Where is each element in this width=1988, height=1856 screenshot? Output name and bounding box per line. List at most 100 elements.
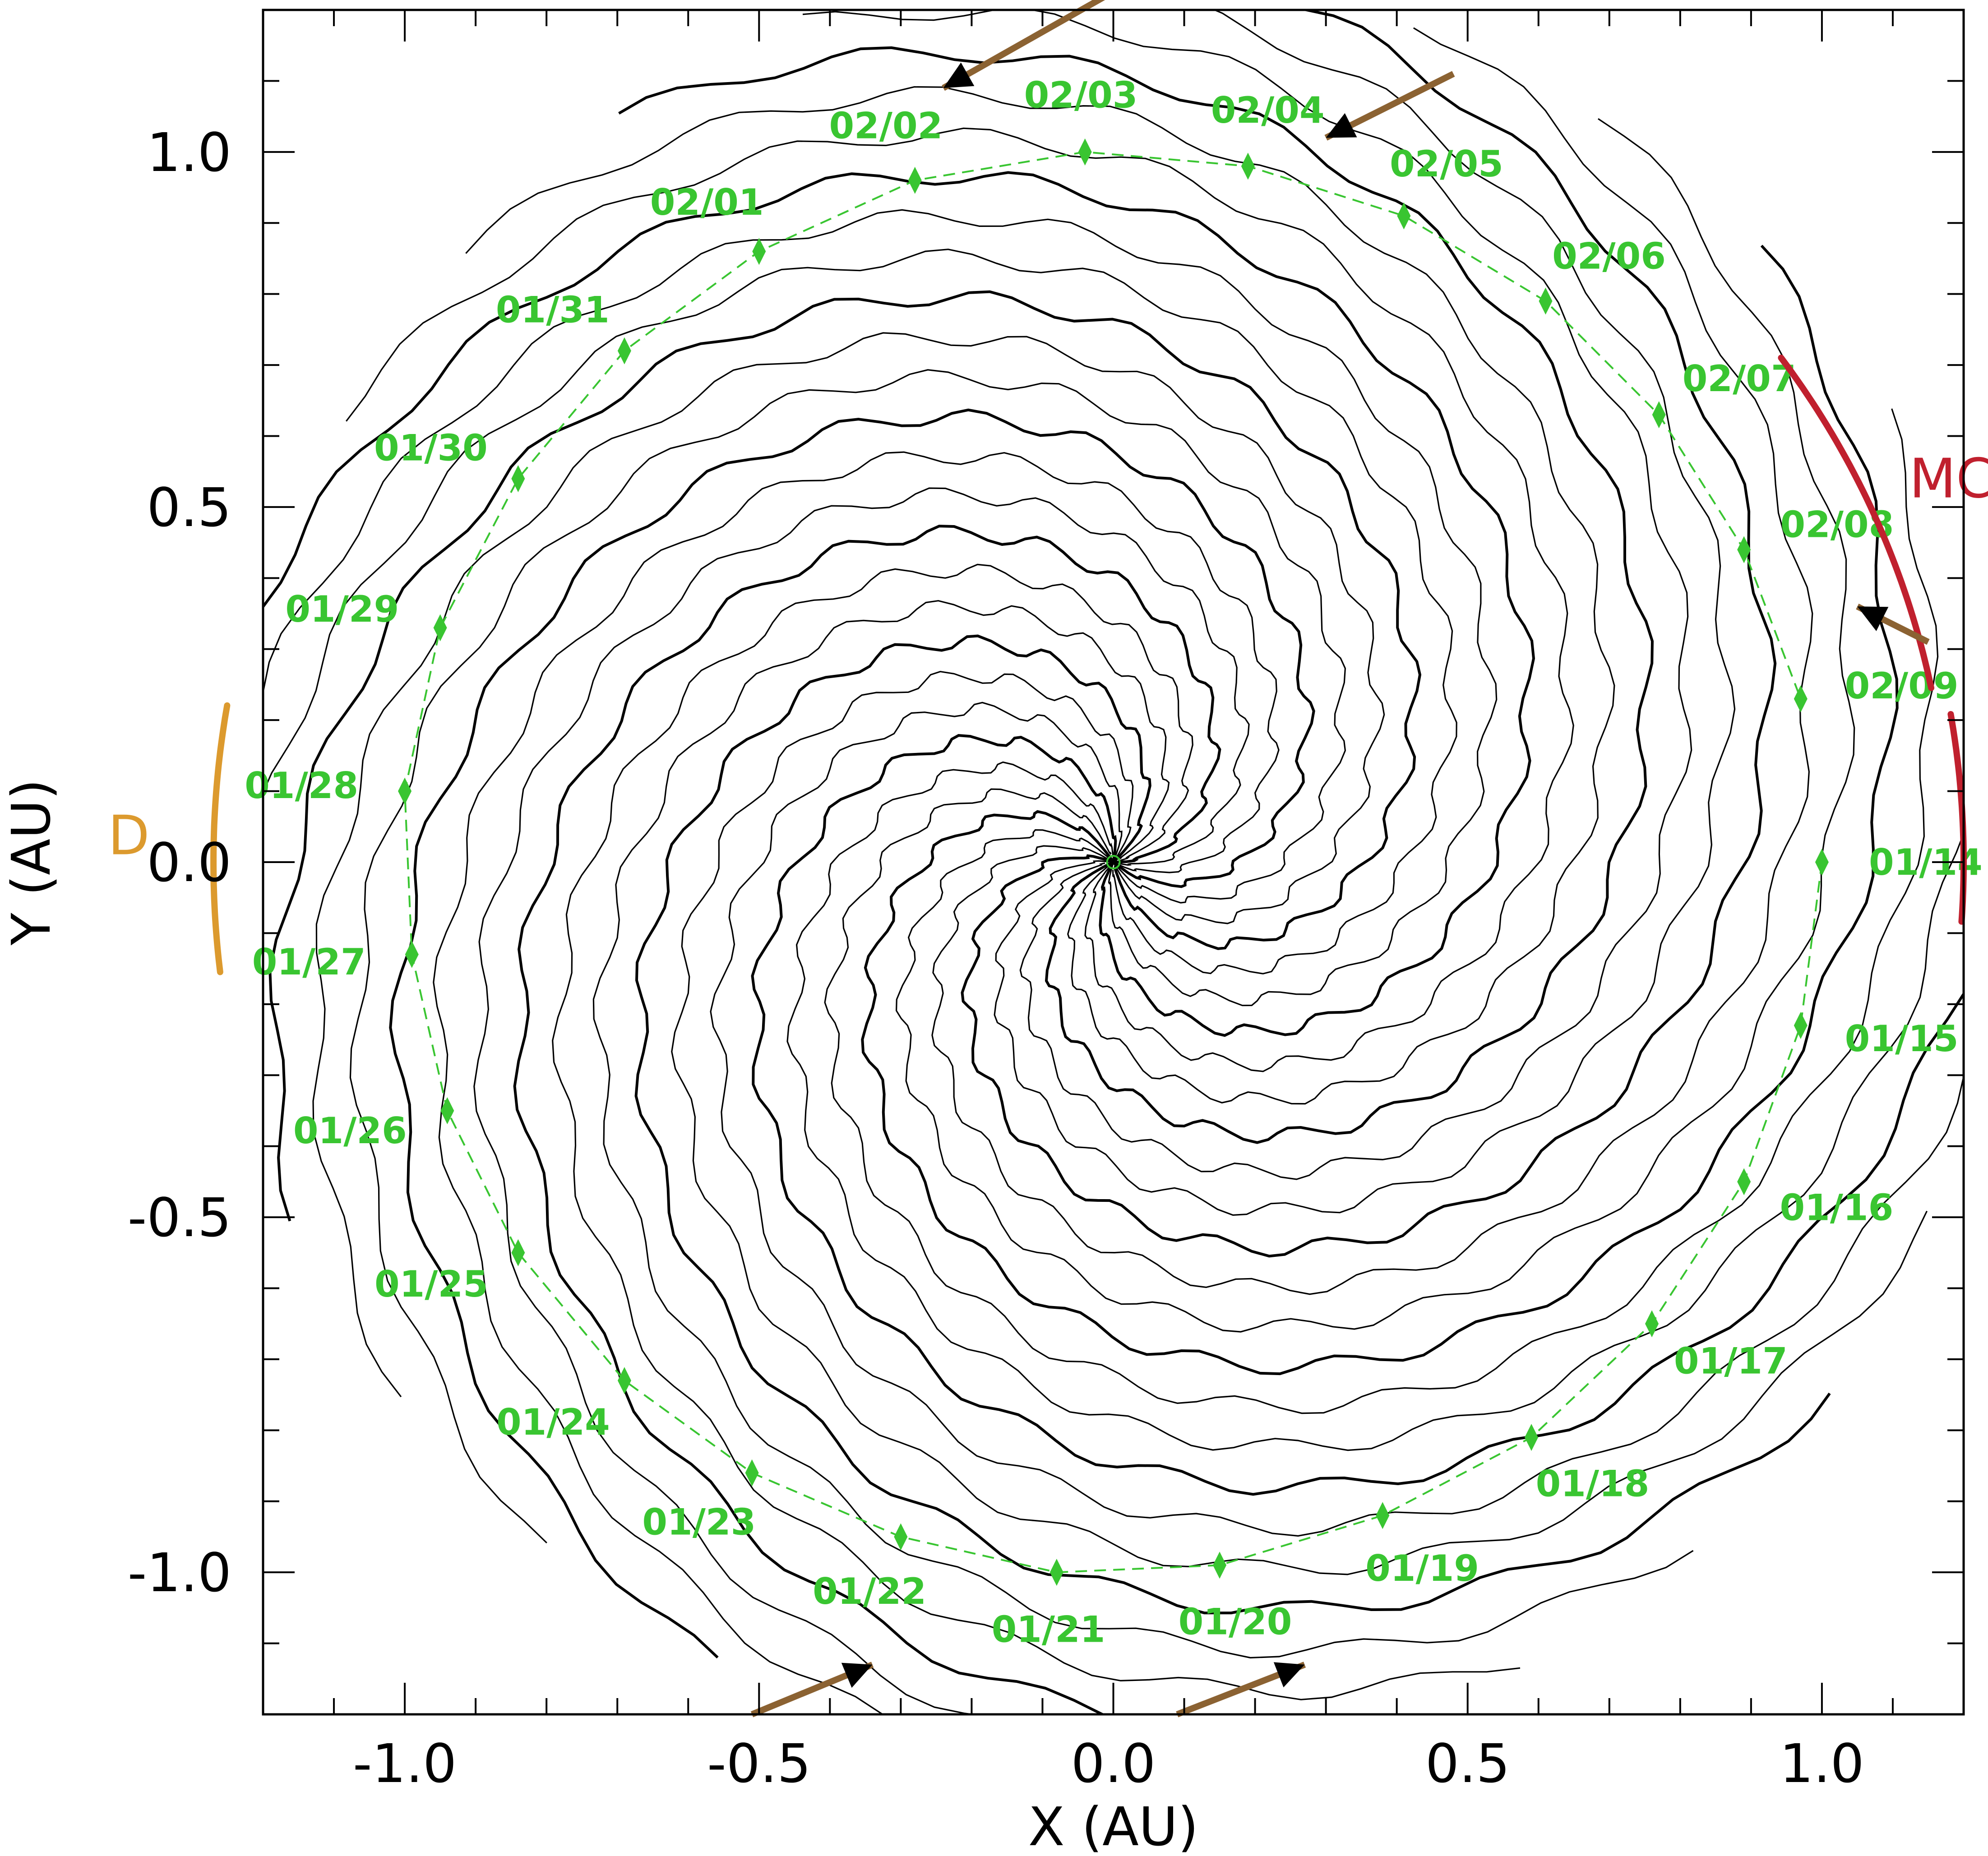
flow-arrow-head <box>1857 606 1889 631</box>
date-label: 01/16 <box>1780 1187 1893 1229</box>
y-tick-label: -1.0 <box>128 1542 231 1604</box>
y-tick-label: 0.0 <box>147 831 231 894</box>
date-label: 02/02 <box>829 105 943 147</box>
date-label: 02/09 <box>1845 665 1959 707</box>
field-line-22 <box>268 290 1422 1222</box>
trajectory-marker <box>1645 1310 1659 1338</box>
date-label: 02/03 <box>1024 74 1138 116</box>
field-line-16 <box>618 46 1654 1144</box>
trajectory-marker <box>405 941 419 968</box>
region-arc <box>1778 355 1935 691</box>
trajectory-marker <box>398 777 412 805</box>
x-tick-label: -1.0 <box>353 1732 457 1795</box>
trajectory-marker <box>1078 138 1092 166</box>
date-label: 01/24 <box>496 1401 610 1443</box>
spiral-field-lines <box>263 10 1964 1714</box>
flow-arrow-head <box>1273 1662 1305 1688</box>
region-arcs: MC D <box>108 355 1988 975</box>
trajectory-marker <box>1539 287 1553 315</box>
flow-arrow-head <box>1326 113 1357 138</box>
field-line-25 <box>389 408 1315 1659</box>
trajectory-marker <box>1794 685 1808 712</box>
date-label: 02/04 <box>1211 89 1325 131</box>
flow-arrow-head <box>943 62 975 88</box>
field-line-19 <box>263 171 1535 1037</box>
trajectory-marker <box>1815 849 1829 876</box>
field-line-23 <box>312 332 1385 1398</box>
sun-marker <box>1106 855 1121 869</box>
field-line-7 <box>751 734 1964 1496</box>
field-line-3 <box>592 600 1694 1659</box>
trajectory-marker <box>1397 202 1411 230</box>
date-label: 01/29 <box>285 588 399 630</box>
date-label: 01/15 <box>1845 1018 1959 1060</box>
field-line-9 <box>824 408 1939 1414</box>
field-line-8 <box>786 687 1964 1451</box>
trajectory-marker <box>752 238 766 265</box>
x-axis-title: X (AU) <box>1028 1796 1199 1856</box>
field-line-5 <box>671 670 1928 1575</box>
trajectory-marker <box>1737 536 1751 563</box>
date-label: 01/27 <box>252 941 366 983</box>
field-line-15 <box>802 10 1692 1180</box>
trajectory-marker <box>1376 1502 1390 1529</box>
x-tick-label: 0.0 <box>1071 1732 1156 1795</box>
trajectory-marker <box>1794 1012 1808 1039</box>
field-line-21 <box>263 249 1457 974</box>
flow-arrows <box>750 0 1930 1717</box>
field-line-17 <box>465 86 1615 1105</box>
trajectory-marker <box>511 1239 525 1266</box>
region-label: MC <box>1909 448 1988 510</box>
date-label: 01/18 <box>1536 1463 1650 1505</box>
trajectory-marker <box>440 1097 454 1124</box>
date-label: 01/23 <box>642 1501 756 1543</box>
field-line-20 <box>263 209 1498 1006</box>
field-line-26 <box>433 451 1280 1714</box>
field-line-24 <box>349 369 1346 1544</box>
trajectory-marker <box>1652 401 1666 429</box>
axis-ticks: -1.0 -0.5 0.0 0.5 1.0 -1.0 -0.5 0.0 0.5 1.0 <box>128 10 1964 1795</box>
date-label: 01/20 <box>1179 1601 1292 1643</box>
date-label: 01/21 <box>992 1608 1105 1650</box>
trajectory-marker <box>617 1367 631 1394</box>
date-label: 01/25 <box>374 1263 488 1305</box>
trajectory-marker <box>511 465 525 492</box>
trajectory-marker <box>1049 1559 1063 1586</box>
trajectory-marker <box>894 1523 908 1551</box>
x-tick-label: -0.5 <box>707 1732 811 1795</box>
field-line-27 <box>473 487 1250 1714</box>
field-line-13 <box>961 10 1777 1258</box>
field-line-11 <box>895 118 1855 1333</box>
date-label: 01/26 <box>293 1110 407 1152</box>
date-label: 01/17 <box>1674 1340 1788 1382</box>
region-label: D <box>108 805 149 868</box>
y-tick-label: -0.5 <box>128 1187 231 1249</box>
y-axis-title: Y (AU) <box>0 779 62 946</box>
field-line-12 <box>931 27 1813 1295</box>
field-line-2 <box>552 563 1521 1700</box>
trajectory-marker <box>1213 1551 1227 1579</box>
region-arc <box>210 702 231 975</box>
flow-arrow-head <box>841 1662 873 1688</box>
x-tick-label: 0.5 <box>1425 1732 1510 1795</box>
y-tick-label: 0.5 <box>147 476 231 539</box>
date-label: 02/07 <box>1683 358 1796 400</box>
date-label: 02/05 <box>1390 143 1503 185</box>
field-line-10 <box>861 245 1899 1376</box>
trajectory-marker <box>1241 152 1255 180</box>
x-tick-label: 1.0 <box>1780 1732 1864 1795</box>
date-label: 01/28 <box>245 765 358 807</box>
field-line-18 <box>346 127 1574 1072</box>
trajectory-marker <box>908 166 922 194</box>
field-line-1 <box>513 525 1221 1714</box>
date-label: 02/06 <box>1552 235 1666 277</box>
field-line-4 <box>634 634 1831 1615</box>
date-label: 01/30 <box>374 427 488 469</box>
flow-arrow-shaft <box>942 0 1105 91</box>
field-line-14 <box>994 10 1736 1216</box>
date-label: 01/19 <box>1365 1547 1479 1589</box>
date-label: 01/31 <box>496 289 610 331</box>
trajectory-marker <box>1525 1424 1539 1451</box>
